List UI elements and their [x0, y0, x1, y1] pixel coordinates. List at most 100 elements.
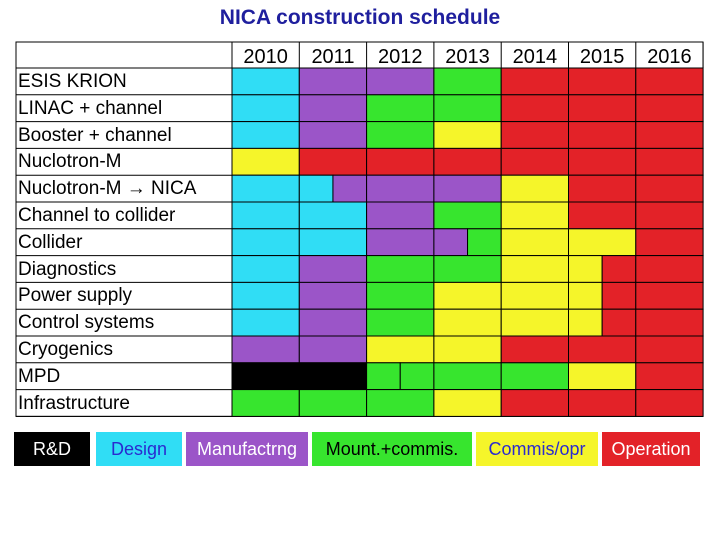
- schedule-cell-mount: [467, 228, 502, 257]
- schedule-cell-mount: [366, 389, 435, 417]
- schedule-cell-operation: [568, 67, 637, 96]
- legend-item-manufacturing: Manufactrng: [186, 432, 308, 466]
- schedule-cell-design: [231, 174, 300, 203]
- schedule-cell-commis: [500, 201, 570, 230]
- schedule-cell-rd: [231, 362, 300, 391]
- schedule-cell-commis: [366, 335, 435, 364]
- year-header: 2014: [512, 46, 558, 68]
- row-label: Channel to collider: [18, 205, 176, 226]
- schedule-cell-operation: [568, 94, 637, 123]
- schedule-cell-operation: [500, 389, 570, 417]
- legend-item-commis: Commis/opr: [476, 432, 598, 466]
- schedule-cell-operation: [568, 147, 637, 176]
- schedule-cell-design: [298, 228, 368, 257]
- schedule-cell-mount: [366, 121, 435, 149]
- schedule-cell-design: [231, 94, 300, 123]
- schedule-cell-mount: [433, 255, 502, 283]
- schedule-cell-operation: [635, 147, 704, 176]
- schedule-cell-design: [231, 255, 300, 283]
- schedule-cell-mount: [366, 362, 401, 391]
- schedule-cell-design: [231, 121, 300, 149]
- schedule-cell-operation: [298, 147, 368, 176]
- row-label: Control systems: [18, 312, 155, 334]
- schedule-cell-manufacturing: [298, 121, 368, 149]
- schedule-cell-manufacturing: [433, 174, 502, 203]
- schedule-cell-operation: [500, 335, 570, 364]
- schedule-cell-commis: [500, 281, 570, 310]
- schedule-cell-operation: [635, 362, 704, 391]
- schedule-cell-operation: [568, 389, 637, 417]
- schedule-cell-operation: [500, 147, 570, 176]
- schedule-cell-operation: [366, 147, 435, 176]
- schedule-cell-operation: [601, 281, 637, 310]
- legend-item-design: Design: [96, 432, 182, 466]
- row-label: Collider: [18, 231, 83, 253]
- schedule-cell-commis: [433, 121, 502, 149]
- schedule-cell-rd: [298, 362, 368, 391]
- schedule-cell-commis: [231, 147, 300, 176]
- schedule-cell-operation: [635, 389, 704, 417]
- schedule-cell-operation: [433, 147, 502, 176]
- schedule-cell-commis: [433, 389, 502, 417]
- schedule-cell-operation: [635, 94, 704, 123]
- schedule-cell-manufacturing: [231, 335, 300, 364]
- schedule-cell-commis: [568, 281, 603, 310]
- schedule-cell-commis: [500, 174, 570, 203]
- schedule-cell-manufacturing: [298, 94, 368, 123]
- schedule-cell-commis: [433, 281, 502, 310]
- schedule-cell-manufacturing: [298, 281, 368, 310]
- schedule-cell-operation: [568, 121, 637, 149]
- row-label: Infrastructure: [18, 392, 130, 414]
- schedule-cell-design: [231, 281, 300, 310]
- schedule-cell-manufacturing: [298, 308, 368, 337]
- schedule-cell-manufacturing: [332, 174, 368, 203]
- schedule-cell-manufacturing: [298, 67, 368, 96]
- year-header: 2012: [377, 46, 423, 68]
- schedule-cell-commis: [568, 362, 637, 391]
- schedule-cell-mount: [399, 362, 435, 391]
- row-label: Diagnostics: [18, 258, 117, 280]
- year-header: 2015: [579, 46, 625, 68]
- schedule-cell-operation: [601, 255, 637, 283]
- schedule-cell-commis: [500, 255, 570, 283]
- schedule-cell-mount: [298, 389, 368, 417]
- schedule-cell-manufacturing: [433, 228, 469, 257]
- legend-item-mount: Mount.+commis.: [312, 432, 472, 466]
- row-label: Power supply: [18, 285, 133, 307]
- schedule-cell-commis: [433, 308, 502, 337]
- schedule-cell-mount: [366, 308, 435, 337]
- schedule-cell-operation: [500, 94, 570, 123]
- schedule-cell-operation: [635, 228, 704, 257]
- schedule-cell-mount: [433, 67, 502, 96]
- row-label: Cryogenics: [18, 339, 114, 360]
- legend-item-operation: Operation: [602, 432, 700, 466]
- schedule-cell-design: [231, 308, 300, 337]
- schedule-cell-operation: [568, 201, 637, 230]
- schedule-cell-manufacturing: [366, 67, 435, 96]
- schedule-cell-design: [298, 174, 334, 203]
- schedule-cell-mount: [500, 362, 570, 391]
- schedule-cell-design: [298, 201, 368, 230]
- schedule-cell-operation: [568, 335, 637, 364]
- schedule-cell-mount: [366, 255, 435, 283]
- schedule-cell-mount: [433, 94, 502, 123]
- schedule-cell-manufacturing: [298, 335, 368, 364]
- schedule-cell-operation: [500, 67, 570, 96]
- schedule-cell-commis: [568, 308, 603, 337]
- schedule-cell-operation: [601, 308, 637, 337]
- year-header: 2010: [243, 46, 288, 68]
- schedule-cell-operation: [635, 255, 704, 283]
- schedule-cell-operation: [635, 174, 704, 203]
- year-header: 2013: [445, 46, 490, 68]
- schedule-cell-manufacturing: [366, 201, 435, 230]
- schedule-cell-design: [231, 228, 300, 257]
- schedule-cell-mount: [231, 389, 300, 417]
- schedule-cell-operation: [635, 121, 704, 149]
- schedule-cell-operation: [500, 121, 570, 149]
- schedule-cell-commis: [500, 228, 570, 257]
- chart-title: NICA construction schedule: [219, 6, 501, 29]
- schedule-cell-manufacturing: [366, 228, 435, 257]
- schedule-cell-operation: [635, 67, 704, 96]
- schedule-cell-operation: [635, 281, 704, 310]
